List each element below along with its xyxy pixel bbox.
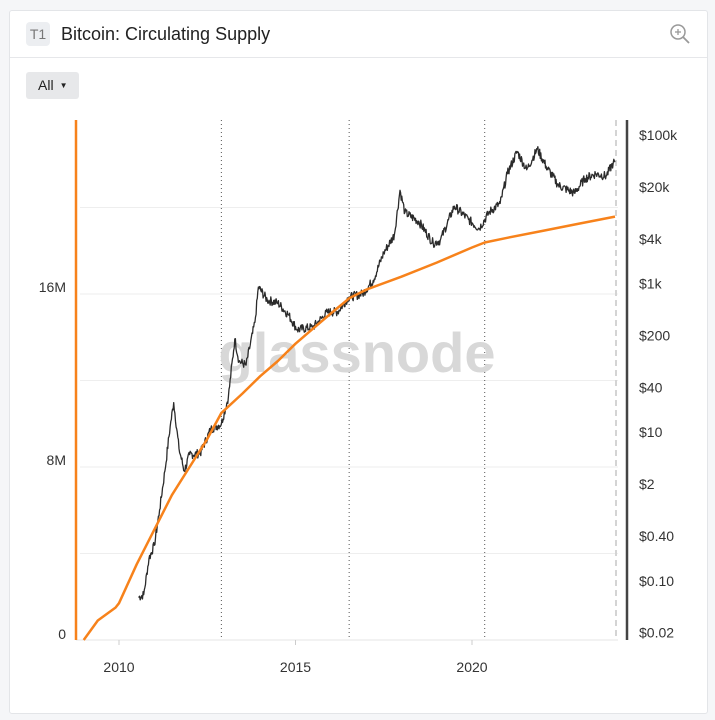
left-tick-label: 16M xyxy=(39,279,66,295)
supply-series-line xyxy=(82,215,616,641)
right-tick-label: $2 xyxy=(639,476,655,492)
card-header: T1 Bitcoin: Circulating Supply xyxy=(10,11,707,58)
left-tick-label: 0 xyxy=(58,626,66,642)
left-tick-label: 8M xyxy=(47,452,66,468)
range-label: All xyxy=(38,77,54,93)
right-tick-label: $100k xyxy=(639,127,678,143)
x-tick-label: 2010 xyxy=(103,659,134,675)
right-tick-label: $40 xyxy=(639,379,663,395)
chart-card: T1 Bitcoin: Circulating Supply All ▼ xyxy=(9,10,708,714)
right-tick-label: $20k xyxy=(639,179,670,195)
x-tick-label: 2015 xyxy=(280,659,311,675)
right-tick-label: $0.10 xyxy=(639,573,674,589)
watermark: glassnode xyxy=(219,321,496,384)
range-dropdown[interactable]: All ▼ xyxy=(26,72,80,99)
chart-title: Bitcoin: Circulating Supply xyxy=(61,24,271,44)
caret-down-icon: ▼ xyxy=(59,81,68,90)
right-tick-label: $200 xyxy=(639,328,670,344)
right-tick-label: $0.02 xyxy=(639,625,674,641)
tier-badge: T1 xyxy=(26,22,50,46)
x-tick-label: 2020 xyxy=(456,659,487,675)
right-tick-label: $10 xyxy=(639,424,663,440)
zoom-in-icon[interactable] xyxy=(669,23,691,45)
right-tick-label: $1k xyxy=(639,276,663,292)
right-tick-label: $4k xyxy=(639,231,663,247)
price-series-line xyxy=(138,146,616,601)
right-tick-label: $0.40 xyxy=(639,528,674,544)
